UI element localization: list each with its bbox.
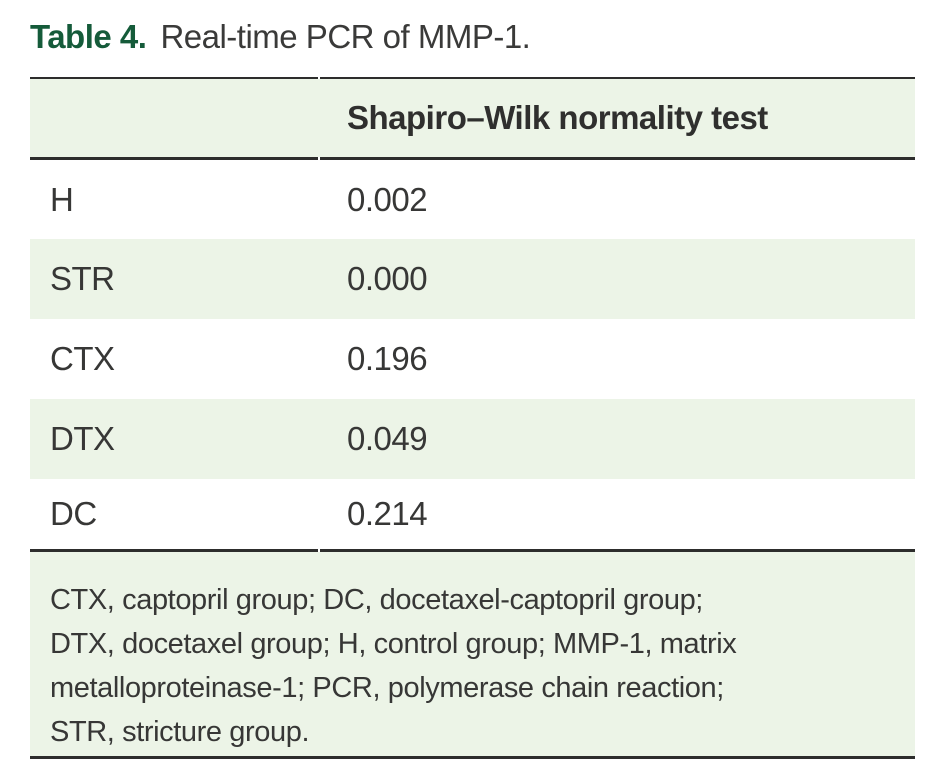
row-value-cell: 0.002 bbox=[347, 180, 428, 218]
table-row: DTX 0.049 bbox=[30, 399, 915, 479]
table-row: STR 0.000 bbox=[30, 239, 915, 319]
row-group-cell: H bbox=[50, 180, 74, 218]
table-row: H 0.002 bbox=[30, 160, 915, 239]
table-caption-text: Real-time PCR of MMP-1. bbox=[160, 18, 531, 55]
row-group-cell: DC bbox=[50, 495, 97, 532]
footnote-line: CTX, captopril group; DC, docetaxel-capt… bbox=[50, 584, 703, 616]
row-group-cell: CTX bbox=[50, 340, 115, 377]
row-value-cell: 0.196 bbox=[347, 340, 428, 377]
footnote-line: STR, stricture group. bbox=[50, 716, 310, 748]
table-border-above-footnote bbox=[30, 549, 915, 552]
table-row: DC 0.214 bbox=[30, 479, 915, 549]
header-value-cell: Shapiro–Wilk normality test bbox=[347, 99, 768, 136]
table-header-row: Shapiro–Wilk normality test bbox=[30, 79, 915, 157]
row-value-cell: 0.000 bbox=[347, 260, 428, 297]
footnote-line: metalloproteinase-1; PCR, polymerase cha… bbox=[50, 672, 724, 704]
row-group-cell: DTX bbox=[50, 420, 115, 457]
row-value-cell: 0.049 bbox=[347, 420, 428, 457]
footnote-line: DTX, docetaxel group; H, control group; … bbox=[50, 628, 737, 660]
row-group-cell: STR bbox=[50, 260, 115, 297]
data-table: Shapiro–Wilk normality test H 0.002 STR … bbox=[30, 77, 915, 759]
table-row: CTX 0.196 bbox=[30, 319, 915, 399]
table-caption: Table 4. Real-time PCR of MMP-1. bbox=[30, 18, 915, 56]
table-caption-label: Table 4. bbox=[30, 18, 147, 55]
table-border-under-header bbox=[30, 157, 915, 160]
table-border-bottom bbox=[30, 756, 915, 759]
table-border-top bbox=[30, 77, 915, 79]
table-footnote: CTX, captopril group; DC, docetaxel-capt… bbox=[30, 552, 915, 756]
row-value-cell: 0.214 bbox=[347, 495, 428, 532]
